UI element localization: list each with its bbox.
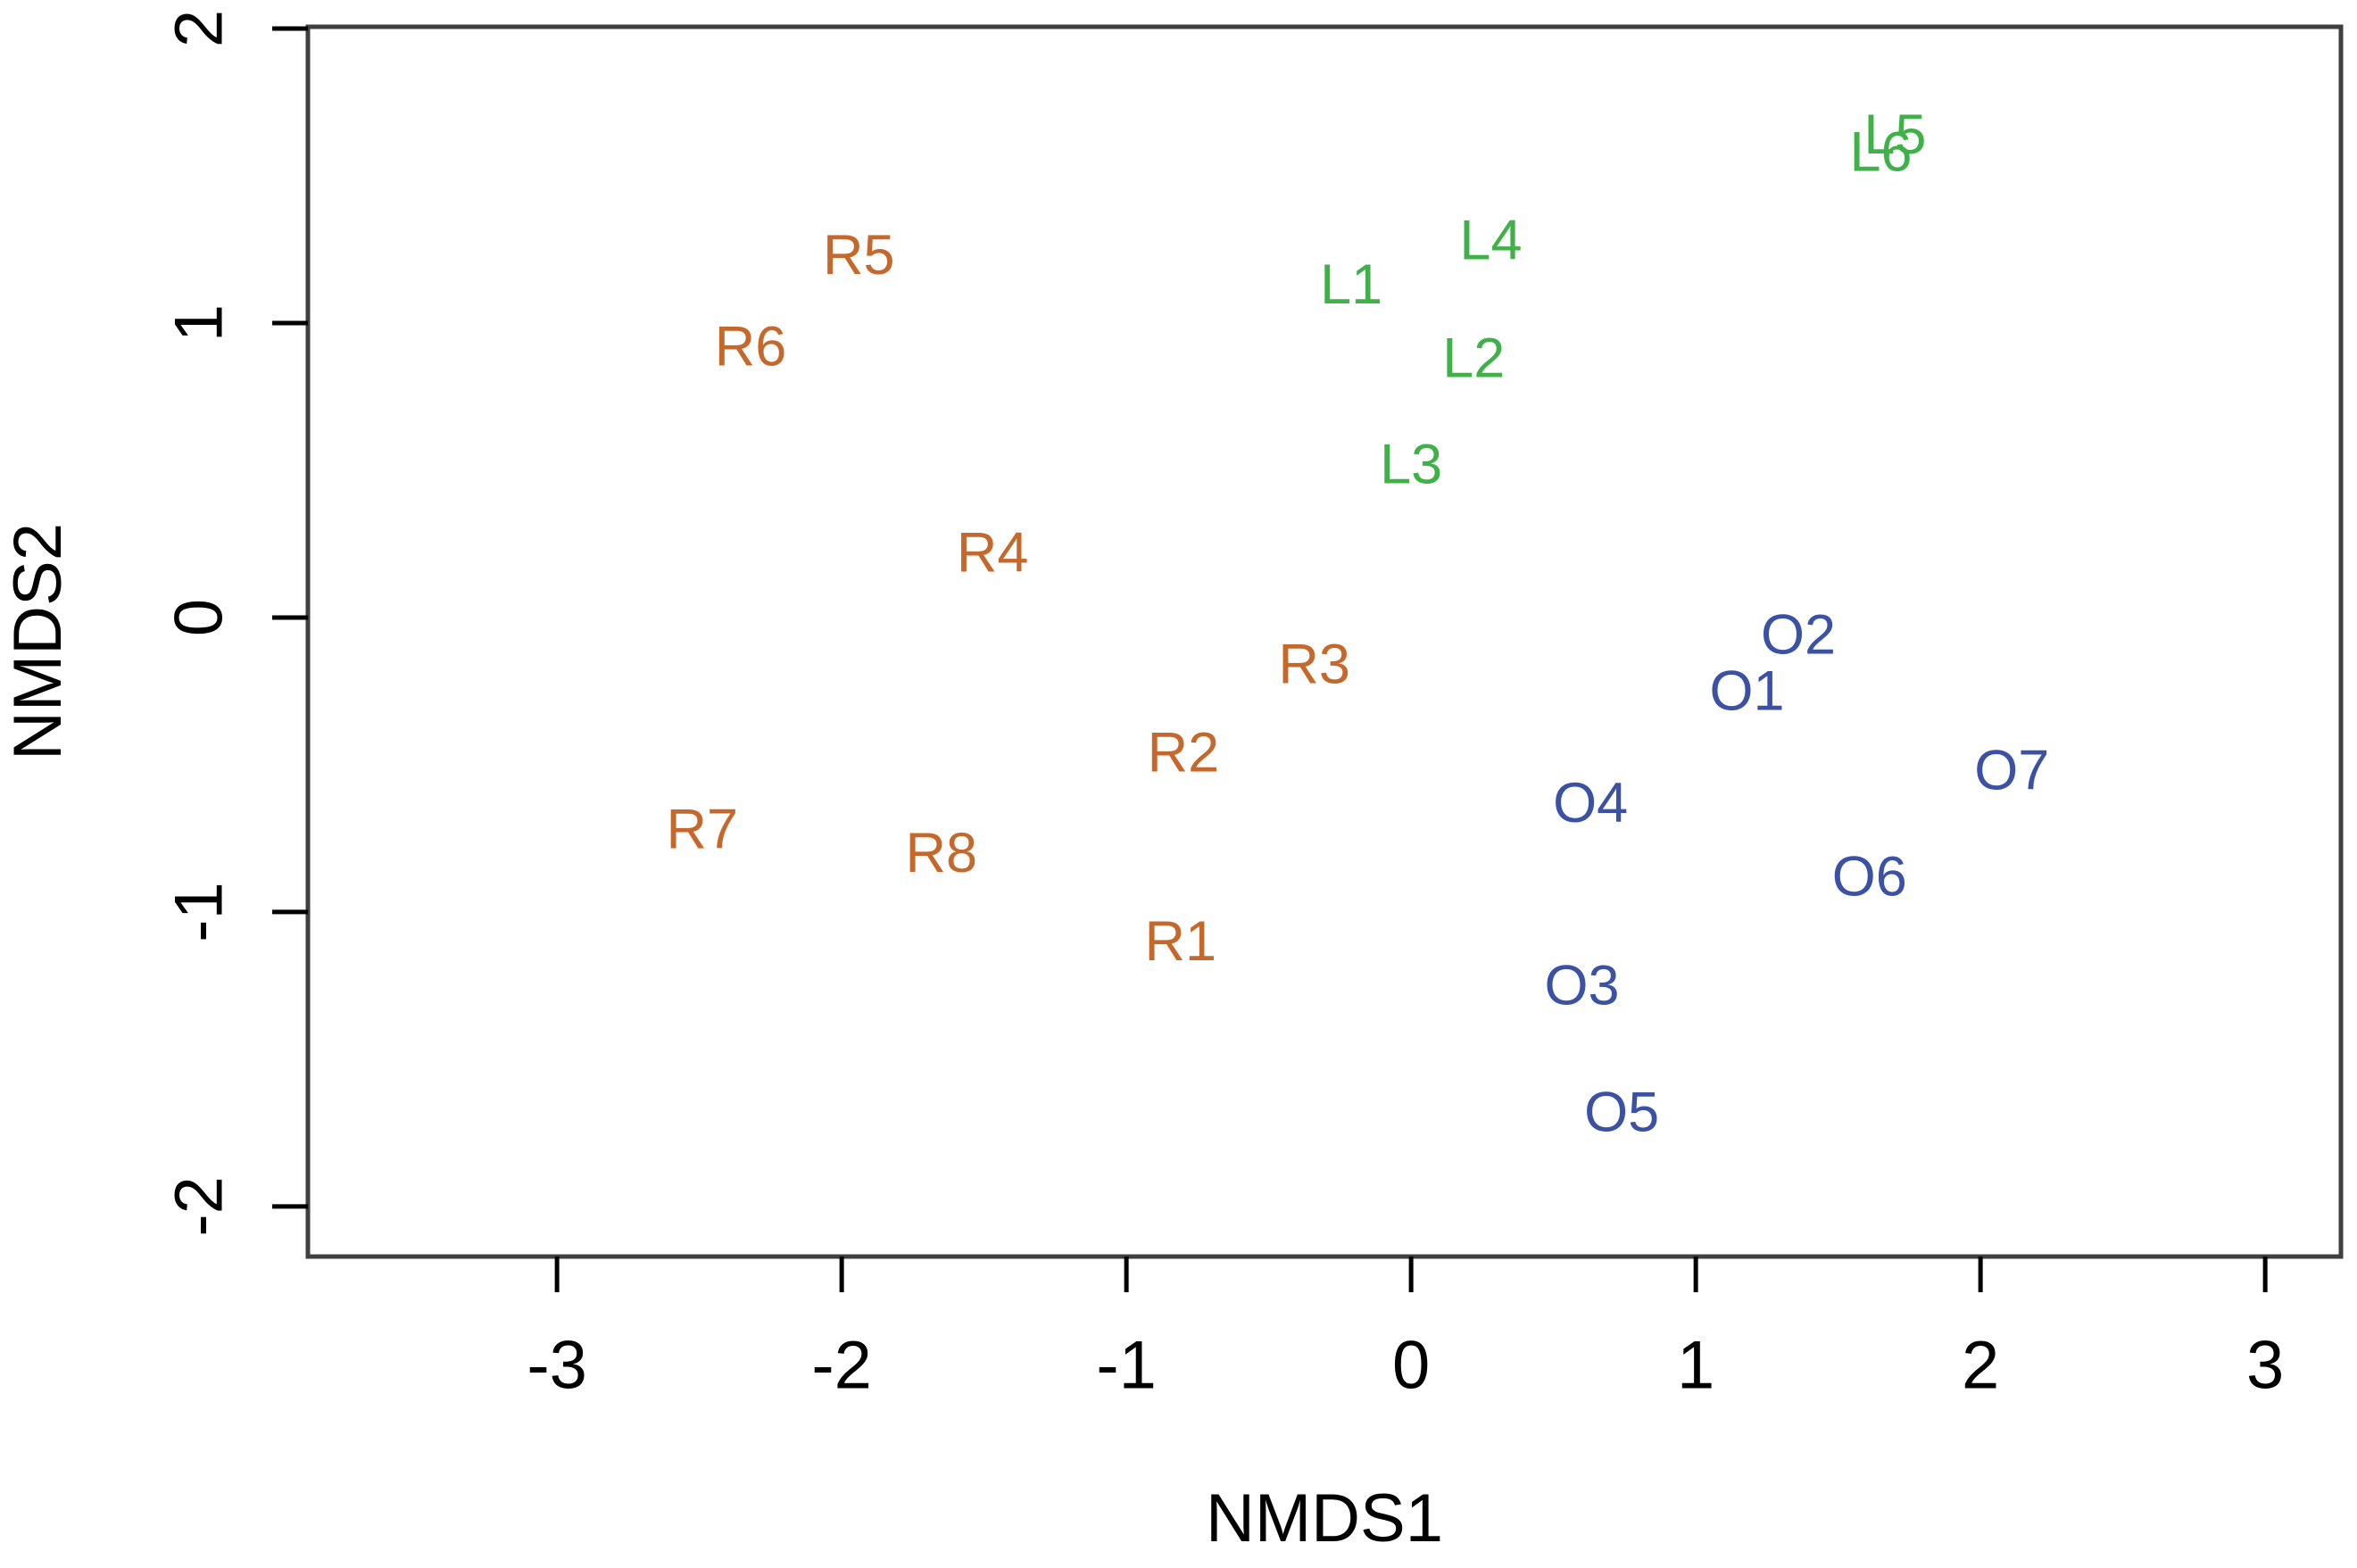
y-tick-label: -2 bbox=[162, 1176, 237, 1237]
y-tick-label: 2 bbox=[162, 10, 237, 47]
x-tick-label: 0 bbox=[1392, 1328, 1430, 1404]
x-tick-label: -2 bbox=[811, 1328, 872, 1404]
y-tick-label: 1 bbox=[162, 304, 237, 342]
point-label-L3: L3 bbox=[1380, 433, 1442, 495]
point-label-L2: L2 bbox=[1442, 328, 1505, 390]
point-label-R3: R3 bbox=[1278, 634, 1350, 696]
y-axis-ticks: -2 -1 0 1 2 bbox=[162, 10, 308, 1237]
point-label-R1: R1 bbox=[1144, 910, 1216, 973]
x-axis-ticks: -3 -2 -1 0 1 2 3 bbox=[527, 1257, 2284, 1404]
point-label-O2: O2 bbox=[1761, 604, 1836, 667]
x-tick-label: -3 bbox=[527, 1328, 587, 1404]
y-axis-title: NMDS2 bbox=[0, 523, 76, 760]
x-axis-title: NMDS1 bbox=[1206, 1481, 1443, 1556]
point-label-R8: R8 bbox=[906, 822, 978, 884]
x-tick-label: 1 bbox=[1677, 1328, 1714, 1404]
point-label-O4: O4 bbox=[1553, 772, 1628, 834]
point-label-O1: O1 bbox=[1710, 660, 1785, 722]
x-tick-label: 3 bbox=[2246, 1328, 2284, 1404]
point-label-O3: O3 bbox=[1545, 954, 1620, 1016]
plot-border bbox=[305, 24, 2344, 1259]
point-label-L6: L6 bbox=[1849, 121, 1912, 184]
point-label-R4: R4 bbox=[957, 521, 1029, 584]
point-label-R5: R5 bbox=[823, 224, 895, 286]
y-tick-label: -1 bbox=[162, 882, 237, 942]
point-label-L1: L1 bbox=[1320, 253, 1382, 316]
point-label-L5: L5 bbox=[1863, 104, 1926, 166]
point-label-R2: R2 bbox=[1148, 722, 1220, 784]
point-label-L4: L4 bbox=[1459, 210, 1522, 272]
point-label-R6: R6 bbox=[715, 315, 787, 377]
point-label-R7: R7 bbox=[667, 799, 739, 861]
point-label-O7: O7 bbox=[1974, 740, 2049, 802]
x-tick-label: -1 bbox=[1096, 1328, 1157, 1404]
y-tick-label: 0 bbox=[162, 599, 237, 636]
point-label-O6: O6 bbox=[1832, 845, 1907, 908]
x-tick-label: 2 bbox=[1962, 1328, 1999, 1404]
point-label-O5: O5 bbox=[1584, 1081, 1659, 1143]
